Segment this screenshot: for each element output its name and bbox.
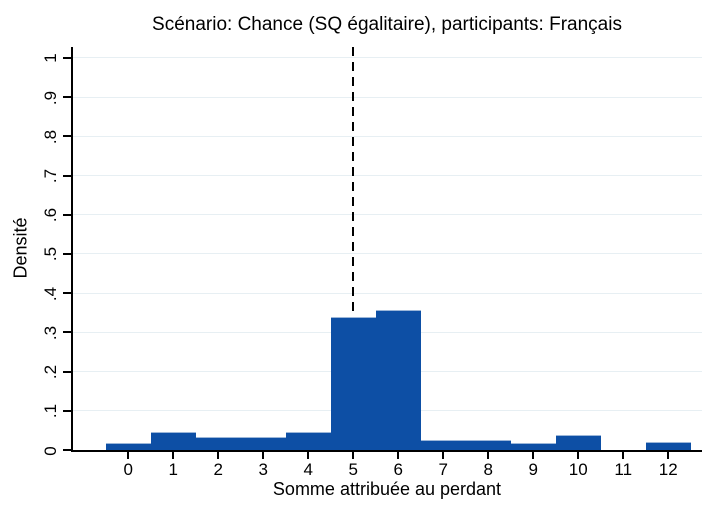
x-tick-label: 2 — [213, 460, 223, 479]
x-axis-line — [71, 450, 702, 452]
y-tick-mark — [63, 56, 71, 59]
y-tick-mark — [63, 96, 71, 99]
x-tick-label: 9 — [528, 460, 538, 479]
y-gridline — [73, 57, 702, 59]
y-gridline — [73, 292, 702, 294]
x-tick-label: 5 — [348, 460, 358, 479]
x-tick-mark — [667, 452, 670, 459]
histogram-bar — [645, 442, 691, 450]
x-tick-label: 8 — [483, 460, 493, 479]
y-gridline — [73, 253, 702, 255]
histogram-bar — [240, 436, 286, 450]
y-tick-label: .9 — [41, 90, 60, 105]
histogram-bar — [420, 440, 466, 450]
y-tick-label: .1 — [41, 404, 60, 419]
x-tick-label: 11 — [614, 460, 633, 479]
y-tick-mark — [63, 252, 71, 255]
x-tick-mark — [622, 452, 625, 459]
x-tick-mark — [172, 452, 175, 459]
histogram-bar — [285, 432, 331, 450]
y-tick-label: 0 — [41, 445, 60, 456]
x-tick-label: 6 — [393, 460, 403, 479]
x-tick-label: 10 — [568, 460, 588, 479]
y-axis-label: Densité — [10, 217, 31, 279]
y-gridline — [73, 175, 702, 177]
x-tick-label: 4 — [303, 460, 313, 479]
y-axis-line — [71, 47, 73, 452]
histogram-bar — [195, 436, 241, 450]
x-tick-label: 3 — [258, 460, 268, 479]
y-tick-label: .4 — [41, 286, 60, 301]
y-gridline — [73, 214, 702, 216]
y-tick-label: .2 — [41, 365, 60, 380]
y-tick-mark — [63, 292, 71, 295]
x-tick-label: 0 — [123, 460, 133, 479]
x-tick-mark — [217, 452, 220, 459]
chart-title: Scénario: Chance (SQ égalitaire), partic… — [152, 14, 622, 35]
histogram-bar — [465, 440, 511, 450]
y-tick-label: .7 — [41, 168, 60, 184]
histogram-bar — [330, 316, 376, 450]
x-tick-mark — [397, 452, 400, 459]
histogram-bar — [105, 442, 151, 450]
y-gridline — [73, 135, 702, 137]
y-tick-mark — [63, 331, 71, 334]
x-tick-mark — [262, 452, 265, 459]
y-tick-mark — [63, 174, 71, 177]
x-tick-label: 1 — [168, 460, 178, 479]
histogram-bar — [150, 432, 196, 450]
y-tick-mark — [63, 449, 71, 451]
y-gridline — [73, 96, 702, 98]
y-tick-mark — [63, 370, 71, 373]
histogram-bar — [555, 435, 601, 450]
x-axis-label: Somme attribuée au perdant — [272, 479, 502, 499]
x-tick-label: 12 — [658, 460, 678, 479]
x-tick-mark — [127, 452, 130, 459]
x-tick-mark — [577, 452, 580, 459]
y-tick-label: .3 — [41, 325, 60, 340]
x-tick-mark — [532, 452, 535, 459]
y-tick-mark — [63, 135, 71, 138]
y-tick-label: 1 — [41, 53, 60, 64]
y-tick-mark — [63, 213, 71, 216]
x-tick-mark — [487, 452, 490, 459]
y-tick-label: .6 — [41, 208, 60, 223]
x-tick-mark — [352, 452, 355, 459]
reference-dashed-line — [352, 47, 355, 450]
y-tick-label: .5 — [41, 247, 60, 262]
y-tick-label: .8 — [41, 129, 60, 144]
histogram-bar — [375, 309, 421, 450]
x-tick-mark — [442, 452, 445, 459]
x-tick-mark — [307, 452, 310, 459]
y-tick-mark — [63, 409, 71, 412]
x-tick-label: 7 — [438, 460, 448, 479]
histogram-bar — [510, 442, 556, 450]
